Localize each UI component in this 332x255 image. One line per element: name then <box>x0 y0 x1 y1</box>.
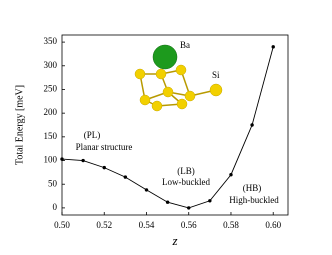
y-axis-label: Total Energy [meV] <box>14 85 25 165</box>
y-tick-label: 300 <box>44 60 58 70</box>
data-point <box>60 157 64 161</box>
data-point <box>271 45 275 49</box>
annotation: (PL) <box>84 130 101 140</box>
annotation: (HB) <box>243 183 262 193</box>
annotation: (LB) <box>177 166 195 176</box>
y-tick-label: 50 <box>48 178 58 188</box>
y-tick-label: 150 <box>44 131 58 141</box>
annotation: Si <box>212 70 220 80</box>
x-tick-label: 0.56 <box>181 220 197 230</box>
annotation: Planar structure <box>76 142 133 152</box>
data-point <box>208 199 212 203</box>
annotation: Ba <box>180 40 190 50</box>
x-tick-label: 0.50 <box>54 220 70 230</box>
data-point <box>250 123 254 127</box>
data-point <box>123 175 128 179</box>
y-tick-label: 250 <box>44 84 58 94</box>
x-tick-label: 0.58 <box>223 220 239 230</box>
annotation: High-buckled <box>229 195 279 205</box>
x-tick-label: 0.60 <box>265 220 281 230</box>
atoms <box>134 44 223 112</box>
y-tick-label: 0 <box>53 202 58 212</box>
y-tick-label: 350 <box>44 36 58 46</box>
y-tick-label: 200 <box>44 107 58 117</box>
x-axis-label: z <box>171 233 177 248</box>
x-tick-label: 0.52 <box>96 220 112 230</box>
plot-frame <box>61 34 289 216</box>
data-point <box>81 158 85 163</box>
data-point <box>187 206 191 210</box>
annotation: Low-buckled <box>162 177 210 187</box>
data-point <box>102 165 106 170</box>
y-tick-label: 100 <box>44 155 58 165</box>
data-point <box>144 188 149 192</box>
data-point <box>165 200 170 204</box>
data-point <box>229 173 233 177</box>
x-tick-label: 0.54 <box>139 220 155 230</box>
